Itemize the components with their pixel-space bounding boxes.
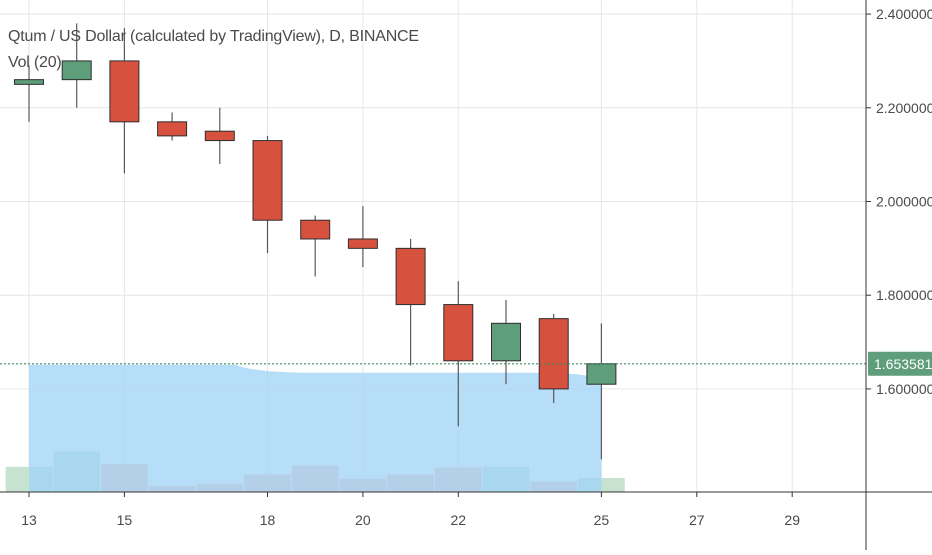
candle-up <box>491 322 521 362</box>
x-tick-label: 15 <box>117 512 133 528</box>
candle-down <box>347 238 378 249</box>
candle-down <box>395 247 426 306</box>
y-tick-label: 1.8000000 <box>876 287 932 303</box>
volume-indicator-label: Vol (20) <box>8 54 62 71</box>
chart-legend: Qtum / US Dollar (calculated by TradingV… <box>8 26 419 74</box>
candle-down <box>443 304 474 362</box>
candle-up <box>586 363 617 385</box>
y-tick-label: 2.4000000 <box>876 6 932 22</box>
x-tick-label: 20 <box>355 512 371 528</box>
chart-title: Qtum / US Dollar (calculated by TradingV… <box>8 28 419 45</box>
x-tick-label: 29 <box>784 512 800 528</box>
x-tick-label: 27 <box>689 512 705 528</box>
last-price-label: 1.6535817 <box>874 356 932 372</box>
candle-down <box>300 219 331 240</box>
y-tick-label: 2.2000000 <box>876 100 932 116</box>
candle-down <box>109 60 140 123</box>
candle-down <box>204 130 235 142</box>
candle-down <box>252 140 283 221</box>
y-tick-label: 2.0000000 <box>876 193 932 209</box>
x-tick-label: 18 <box>260 512 276 528</box>
candle-up <box>14 79 44 85</box>
last-price-badge <box>868 351 932 376</box>
x-tick-label: 25 <box>594 512 610 528</box>
candle-down <box>538 318 569 390</box>
x-tick-label: 22 <box>451 512 467 528</box>
x-tick-label: 13 <box>21 512 37 528</box>
candle-down <box>157 121 188 137</box>
candle-up <box>61 60 92 81</box>
y-tick-label: 1.6000000 <box>876 381 932 397</box>
volume-ma-area <box>29 364 602 492</box>
